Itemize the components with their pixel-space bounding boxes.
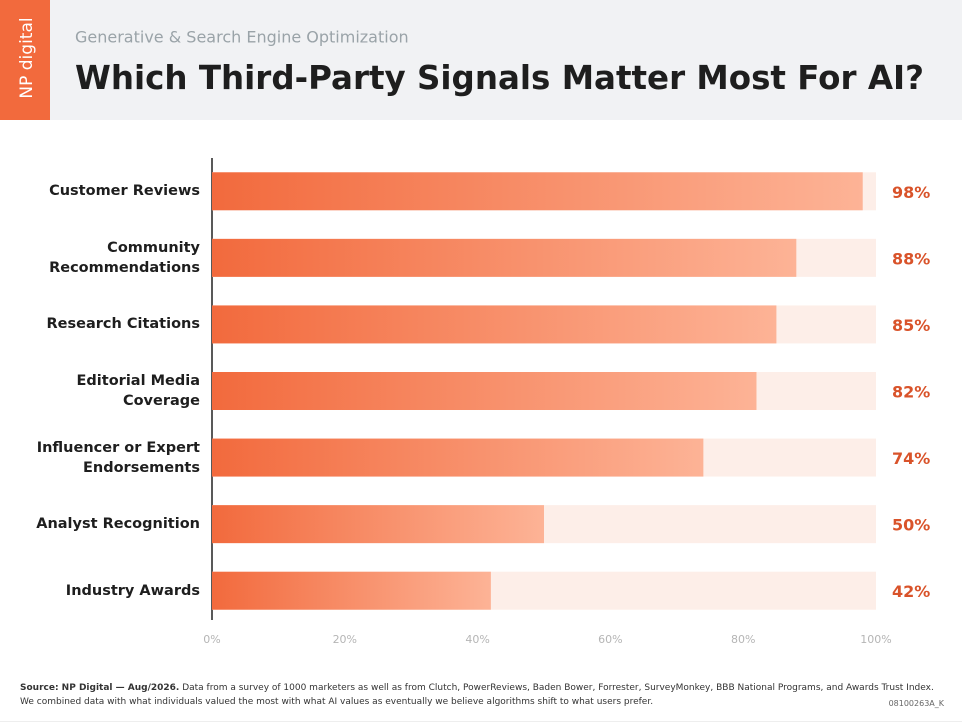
bar xyxy=(212,238,797,277)
value-label: 82% xyxy=(892,383,930,402)
bar xyxy=(212,438,704,477)
y-tick-label: Research Citations xyxy=(46,316,200,333)
subtitle: Generative & Search Engine Optimization xyxy=(75,28,409,47)
x-tick-label: 40% xyxy=(465,633,489,646)
bar xyxy=(212,505,544,544)
bar xyxy=(212,305,777,344)
brand: NP digital xyxy=(17,17,37,98)
source-line: Source: NP Digital — Aug/2026. Data from… xyxy=(20,683,934,693)
source-label: Source: NP Digital — Aug/2026. xyxy=(20,683,180,693)
y-tick-label: Analyst Recognition xyxy=(36,516,200,533)
x-tick-label: 100% xyxy=(860,633,891,646)
chart-title: Which Third-Party Signals Matter Most Fo… xyxy=(75,59,924,97)
y-tick-label: Influencer or Expert Endorsements xyxy=(36,439,200,476)
source-text: Data from a survey of 1000 marketers as … xyxy=(182,683,934,693)
value-label: 42% xyxy=(892,582,930,601)
value-label: 74% xyxy=(892,449,930,468)
brand-strip xyxy=(0,0,50,120)
value-label: 98% xyxy=(892,183,930,202)
note: We combined data with what individuals v… xyxy=(20,697,654,707)
value-label: 88% xyxy=(892,249,930,268)
y-tick-label: Industry Awards xyxy=(65,582,200,599)
bar xyxy=(212,571,491,610)
y-tick-label: Community Recommendations xyxy=(49,239,200,276)
value-label: 85% xyxy=(892,316,930,335)
x-tick-label: 80% xyxy=(731,633,755,646)
x-tick-label: 0% xyxy=(203,633,220,646)
bar xyxy=(212,372,757,410)
code: 08100263A_K xyxy=(888,699,944,708)
y-tick-label: Editorial Media Coverage xyxy=(76,373,200,409)
bar xyxy=(212,172,863,211)
y-tick-label: Customer Reviews xyxy=(49,183,200,200)
x-tick-label: 60% xyxy=(598,633,622,646)
header-band xyxy=(0,0,962,120)
value-label: 50% xyxy=(892,516,930,535)
x-tick-label: 20% xyxy=(333,633,357,646)
